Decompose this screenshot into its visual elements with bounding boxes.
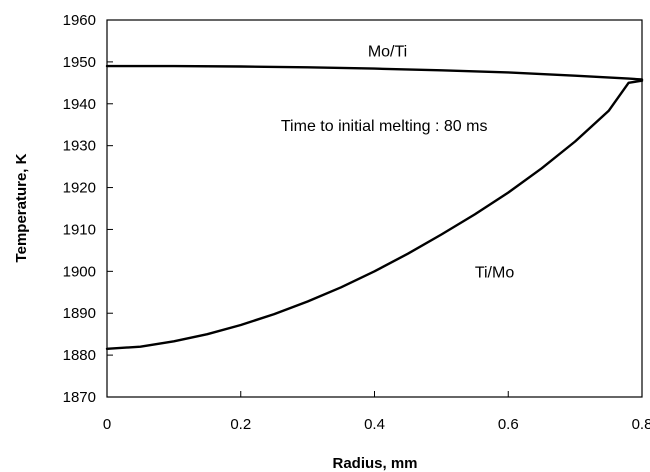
annotation-label: Ti/Mo	[475, 265, 515, 282]
y-axis-title: Temperature, K	[13, 153, 30, 262]
annotation-label: Mo/Ti	[368, 43, 407, 60]
annotations: Mo/Ti Time to initial melting : 80 ms Ti/M…	[281, 43, 514, 281]
series-layer	[105, 64, 644, 350]
x-tick-label: 0.8	[632, 416, 650, 433]
x-tick-label: 0.4	[364, 416, 385, 433]
y-tick-label: 1930	[63, 138, 96, 155]
y-tick-label: 1960	[63, 12, 96, 29]
y-tick-label: 1880	[63, 347, 96, 364]
x-axis: 0 0.2 0.4 0.6 0.8	[103, 391, 650, 433]
y-axis: 1870 1880 1890 1900 1910 1920 1930 1940 1950 1960	[63, 12, 113, 406]
annotation-label: Time to initial melting : 80 ms	[281, 118, 488, 135]
y-tick-label: 1900	[63, 263, 96, 280]
x-tick-label: 0.6	[498, 416, 519, 433]
plot-border	[106, 19, 643, 398]
x-tick-label: 0.2	[230, 416, 251, 433]
y-tick-label: 1870	[63, 389, 96, 406]
y-tick-label: 1950	[63, 54, 96, 71]
x-axis-title: Radius, mm	[332, 455, 417, 472]
y-tick-label: 1910	[63, 221, 96, 238]
y-tick-label: 1920	[63, 180, 96, 197]
series-line-mo-ti	[105, 64, 644, 81]
plot-area	[106, 19, 643, 398]
series-line-ti-mo	[105, 79, 644, 350]
x-tick-label: 0	[103, 416, 111, 433]
y-tick-label: 1890	[63, 305, 96, 322]
y-tick-label: 1940	[63, 96, 96, 113]
